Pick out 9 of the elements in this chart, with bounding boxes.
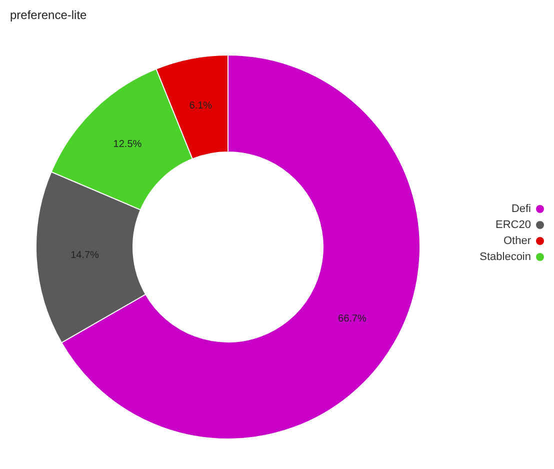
data-label: 66.7% [338, 313, 366, 324]
legend-label: Defi [511, 202, 531, 214]
chart-title: preference-lite [10, 8, 87, 22]
legend-label: Stablecoin [480, 250, 531, 262]
legend-label: Other [503, 234, 531, 246]
data-label: 14.7% [70, 250, 100, 262]
legend-label: ERC20 [496, 218, 531, 230]
data-label: 6.1% [189, 100, 212, 112]
data-label: 12.5% [113, 139, 142, 150]
